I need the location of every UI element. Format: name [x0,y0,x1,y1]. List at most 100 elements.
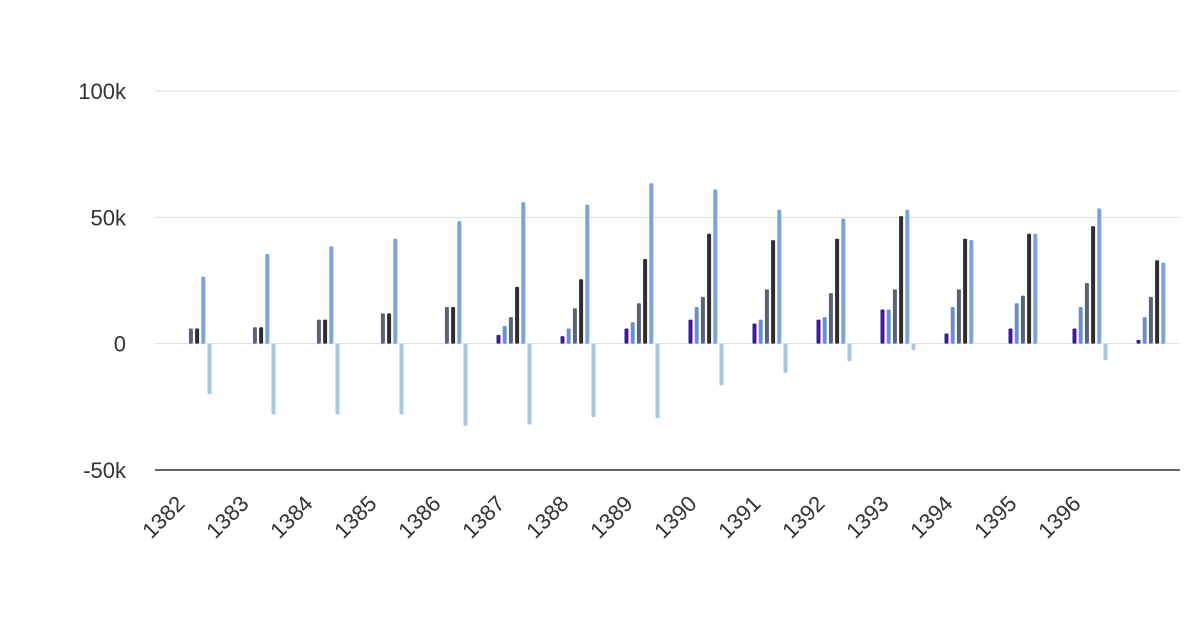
bar [560,336,565,344]
bar [572,308,577,344]
y-tick-label: 100k [78,79,127,104]
bar [521,202,526,344]
bar [700,296,705,344]
bar [393,238,398,344]
bar [508,317,513,344]
bar [399,343,404,415]
bar [1161,262,1166,344]
bar [566,328,571,344]
bar [387,313,392,344]
x-tick-label: 1393 [841,491,893,543]
x-tick-label: 1394 [905,491,957,543]
bar [1142,317,1147,344]
bar [1103,343,1108,361]
bar [777,209,782,344]
bar [502,325,507,344]
x-tick-label: 1384 [265,491,317,543]
bar [758,319,763,344]
bar [188,328,193,344]
bar [496,334,501,344]
bar [1033,233,1038,344]
y-axis: 100k 50k 0 -50k [78,79,127,483]
x-tick-label: 1388 [521,491,573,543]
bar [1155,260,1160,344]
bar [1072,328,1077,344]
bar [956,289,961,344]
bar [713,189,718,344]
bar [886,309,891,344]
bar [655,343,660,419]
bar [265,253,270,344]
bar [950,307,955,344]
bar [816,319,821,344]
bar [1020,295,1025,344]
bar [451,307,456,344]
bar [207,343,212,395]
x-tick-label: 1386 [393,491,445,543]
bars [188,183,1166,426]
bar [1014,303,1019,344]
x-tick-label: 1389 [585,491,637,543]
bar [944,333,949,344]
bar [1084,283,1089,344]
bar [752,323,757,344]
bar [1008,328,1013,344]
bar [880,309,885,344]
bar [688,319,693,344]
bar [585,204,590,344]
bar [380,313,385,344]
bar [457,221,462,344]
bar [624,328,629,344]
bar [195,328,200,344]
bar [835,238,840,344]
bar [822,317,827,344]
x-axis: 1382 1383 1384 1385 1386 1387 1388 1389 1390 1391… [137,491,1085,543]
gridlines [155,90,1180,471]
bar [764,289,769,344]
bar [1097,208,1102,344]
x-tick-label: 1396 [1033,491,1085,543]
bar [1091,226,1096,344]
bar [649,183,654,344]
bar [636,303,641,344]
x-tick-label: 1390 [649,491,701,543]
bar [694,307,699,344]
x-tick-label: 1395 [969,491,1021,543]
bar [847,343,852,362]
bar [252,327,257,344]
bar [841,218,846,344]
bar [259,327,264,344]
bar [579,279,584,344]
x-tick-label: 1383 [201,491,253,543]
bar [591,343,596,417]
bar [630,322,635,344]
bar [1078,307,1083,344]
bar [444,307,449,344]
bar [828,293,833,344]
x-tick-label: 1387 [457,491,509,543]
bar [771,240,776,344]
y-tick-label: 0 [114,332,126,357]
bar [527,343,532,425]
bar [1027,233,1032,344]
bar [201,276,206,344]
bar [899,216,904,344]
bar [329,246,334,344]
y-tick-label: 50k [91,205,127,230]
bar [963,238,968,344]
x-tick-label: 1382 [137,491,189,543]
bar [271,343,276,415]
bar [463,343,468,426]
x-tick-label: 1385 [329,491,381,543]
bar [1136,339,1141,344]
bar [969,240,974,344]
bar [643,259,648,344]
bar [316,319,321,344]
bar [783,343,788,373]
bar [335,343,340,415]
y-tick-label: -50k [83,458,127,483]
bar [892,289,897,344]
bar [323,319,328,344]
x-tick-label: 1391 [713,491,765,543]
